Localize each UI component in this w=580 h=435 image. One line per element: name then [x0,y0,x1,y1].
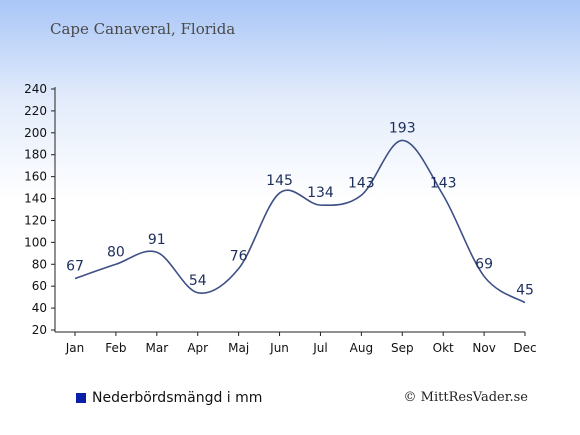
x-tick-label: Okt [433,341,454,355]
legend-label: Nederbördsmängd i mm [92,390,263,406]
data-label: 143 [430,175,457,191]
y-tick-label: 240 [24,82,47,96]
x-tick-label: Nov [472,341,495,355]
y-tick-label: 120 [24,213,47,227]
axes [54,87,525,333]
y-tick-label: 60 [32,279,47,293]
credit-text: © MittResVader.se [403,390,528,405]
y-tick-label: 20 [32,323,47,337]
data-label: 80 [107,244,125,260]
chart-title: Cape Canaveral, Florida [50,20,236,38]
ticks: 20 40 60 80 100 120 140 160 180 200 220 240 Jan Feb Ma… [24,82,537,355]
x-tick-label: Dec [513,341,536,355]
series-line [74,139,526,304]
x-tick-label: Maj [228,341,249,355]
legend-swatch [76,393,86,403]
x-tick-label: Feb [105,341,126,355]
data-label: 69 [475,256,493,272]
x-tick-label: Mar [145,341,168,355]
y-tick-label: 200 [24,126,47,140]
x-tick-label: Apr [187,341,208,355]
data-label: 145 [266,173,293,189]
data-label: 134 [307,185,334,201]
y-tick-label: 80 [32,257,47,271]
legend: Nederbördsmängd i mm [76,390,262,406]
x-tick-label: Sep [391,341,414,355]
y-tick-label: 40 [32,301,47,315]
data-label: 76 [230,249,248,265]
data-label: 54 [189,273,207,289]
data-label: 91 [148,232,166,248]
y-tick-label: 220 [24,104,47,118]
x-tick-label: Jan [65,341,85,355]
data-labels: 67 80 91 54 76 145 134 143 193 143 69 45 [66,120,534,298]
x-tick-label: Aug [350,341,373,355]
x-tick-label: Jun [269,341,289,355]
data-label: 67 [66,259,84,275]
data-label: 143 [348,175,375,191]
y-tick-label: 140 [24,192,47,206]
data-label: 45 [516,283,534,299]
y-tick-label: 180 [24,148,47,162]
y-tick-label: 160 [24,170,47,184]
data-label: 193 [389,120,416,136]
x-tick-label: Jul [312,341,327,355]
series [74,139,526,304]
y-tick-label: 100 [24,235,47,249]
